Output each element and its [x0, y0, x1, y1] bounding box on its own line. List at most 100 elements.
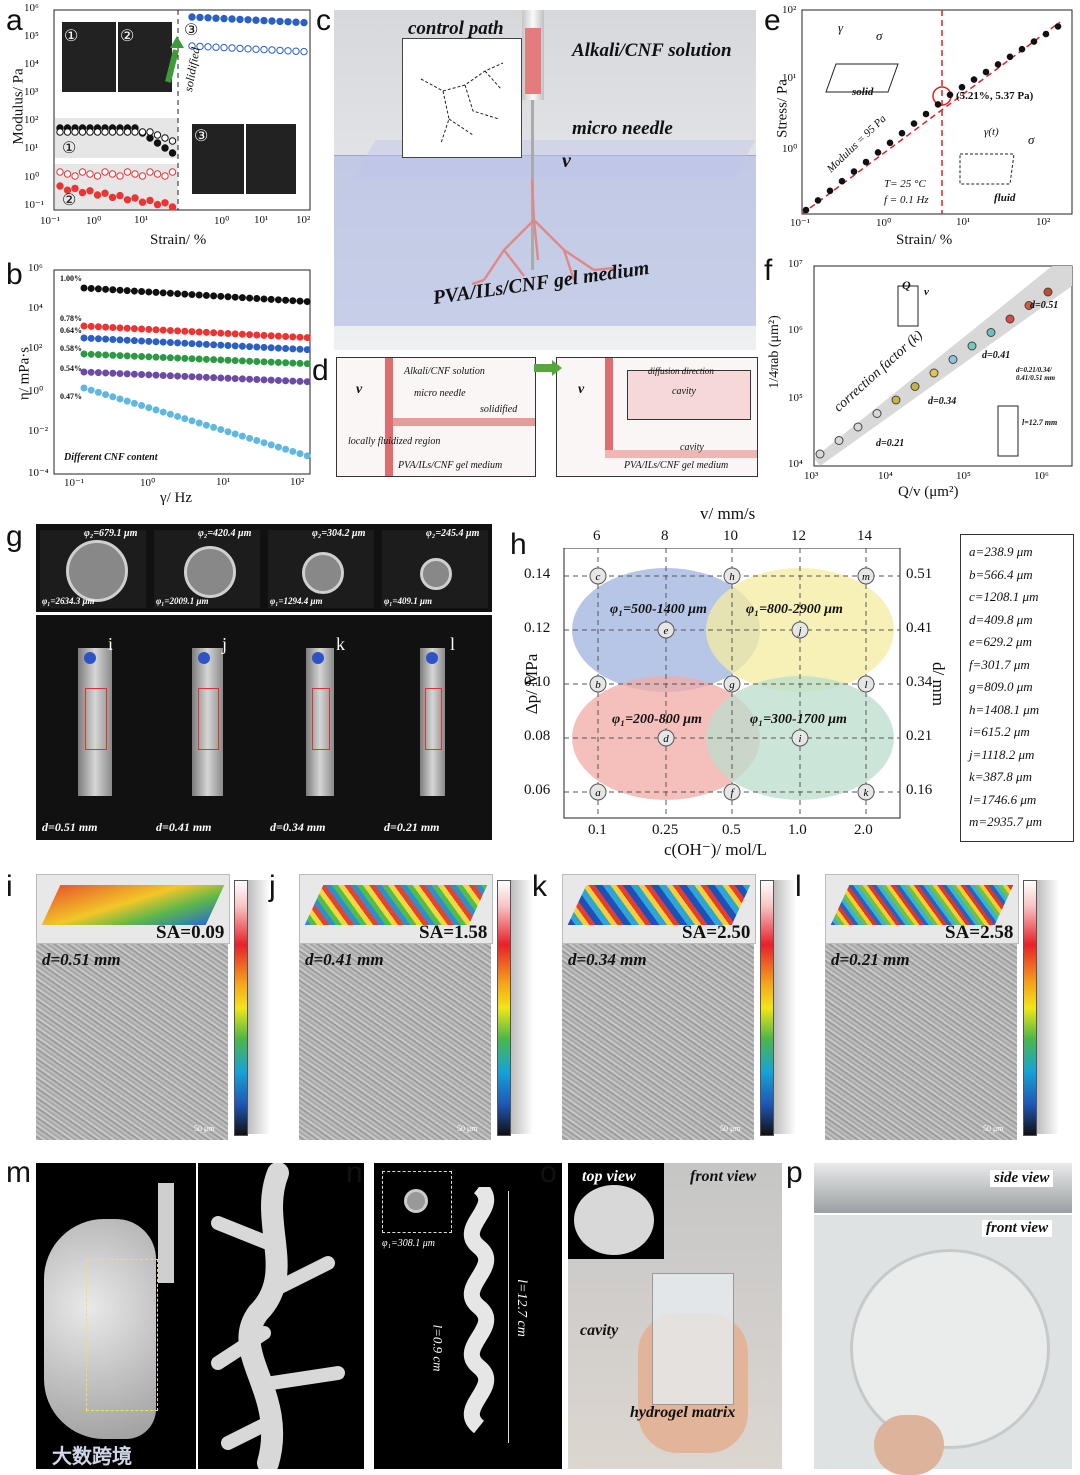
b-ytick: 10⁴ [28, 302, 43, 314]
e-xtick: 10⁻¹ [790, 217, 811, 229]
data-point [102, 391, 110, 399]
data-point [138, 337, 146, 345]
data-point [224, 293, 232, 301]
data-point [303, 452, 311, 460]
g-d-label: d=0.51 mm [42, 820, 98, 834]
d-v-right: v [578, 382, 585, 397]
data-point [181, 339, 189, 347]
data-point [260, 439, 268, 447]
a-photo-2-circled: ② [120, 26, 135, 45]
data-point [252, 45, 260, 53]
p-side: side view [990, 1170, 1054, 1187]
e-xtick: 10² [1036, 216, 1051, 228]
data-point [815, 449, 825, 459]
data-point [87, 350, 95, 358]
data-point [94, 335, 102, 343]
g-phi2: φ₂=245.4 μm [426, 528, 480, 539]
data-point [174, 354, 182, 362]
data-point [292, 47, 300, 55]
data-point [723, 567, 741, 585]
data-point [224, 374, 232, 382]
h-legend-item: e=629.2 μm [969, 634, 1032, 649]
data-point [153, 170, 162, 178]
f-xtick: 10⁵ [956, 470, 971, 482]
data-point [210, 423, 218, 431]
e-sigma: σ [876, 28, 883, 43]
data-point [188, 13, 196, 21]
data-point [289, 359, 297, 367]
sem-image [562, 944, 754, 1140]
data-point [220, 43, 228, 52]
a-ytick: 10² [24, 114, 39, 126]
sem-d-label: d=0.21 mm [831, 950, 910, 969]
panel-d-left [336, 357, 536, 477]
sa-3d-map [825, 874, 1019, 944]
h-top-tick: 14 [857, 528, 872, 544]
data-point [101, 189, 109, 197]
data-point [910, 382, 920, 391]
data-point [224, 342, 232, 349]
data-point [946, 91, 954, 99]
data-point [56, 128, 64, 136]
h-top-tick: 12 [791, 528, 806, 544]
data-point [94, 285, 102, 293]
data-point [246, 331, 254, 339]
data-point [130, 287, 138, 295]
e-gamma-t: γ(t) [984, 126, 999, 138]
data-point [152, 353, 160, 361]
data-point [212, 14, 220, 22]
e-xtick: 10⁰ [876, 217, 892, 229]
h-legend-item: b=566.4 μm [969, 566, 1033, 582]
b-series-label: 0.54% [60, 364, 82, 373]
d-needle: micro needle [414, 388, 466, 399]
a-ytick: 10⁴ [24, 58, 39, 70]
f-ytick: 10⁶ [788, 324, 803, 336]
data-point [153, 131, 162, 139]
panel-label-d: d [312, 354, 329, 387]
data-point [723, 783, 741, 801]
data-point [146, 196, 154, 205]
data-point [116, 172, 124, 180]
g-cross-section [382, 530, 488, 608]
data-point [282, 359, 290, 367]
histogram [774, 880, 796, 1134]
data-point [268, 46, 276, 54]
data-point [238, 330, 246, 338]
h-legend-item: l=1746.6 μm [969, 791, 1037, 807]
h-node-letter: m [862, 571, 870, 583]
a-ytick: 10³ [24, 86, 39, 98]
data-point [253, 295, 261, 302]
data-point [195, 340, 203, 348]
data-point [138, 288, 146, 295]
h-bottom-tick: 2.0 [854, 822, 873, 838]
data-point [857, 783, 875, 801]
h-bottom-tick: 0.25 [652, 822, 679, 838]
data-point [174, 412, 182, 420]
data-point [217, 329, 225, 337]
data-point [874, 149, 882, 156]
data-point [71, 128, 79, 136]
panel-d-right [556, 357, 758, 477]
data-point [282, 445, 290, 453]
data-point [238, 342, 246, 350]
data-point [188, 291, 196, 299]
data-point [292, 18, 300, 26]
g-phi2: φ₂=304.2 μm [312, 528, 366, 539]
data-point [145, 288, 153, 296]
panel-label-a: a [6, 4, 23, 37]
f-d-label: d=0.51 [1030, 300, 1059, 311]
data-point [982, 68, 990, 76]
data-point [246, 375, 254, 383]
data-point [102, 323, 110, 331]
h-top-tick: 10 [723, 528, 738, 544]
data-point [202, 355, 210, 363]
data-point [56, 182, 64, 190]
n-l1: l=0.9 cm [430, 1324, 446, 1372]
h-bottom-tick: 0.1 [588, 822, 607, 838]
data-point [87, 368, 95, 376]
data-point [231, 357, 239, 365]
panel-h-chart: c h m e j b g l d i a f k [563, 548, 901, 819]
d-v-left: v [356, 382, 363, 397]
a-ytick: 10⁵ [24, 30, 39, 42]
data-point [303, 298, 311, 306]
